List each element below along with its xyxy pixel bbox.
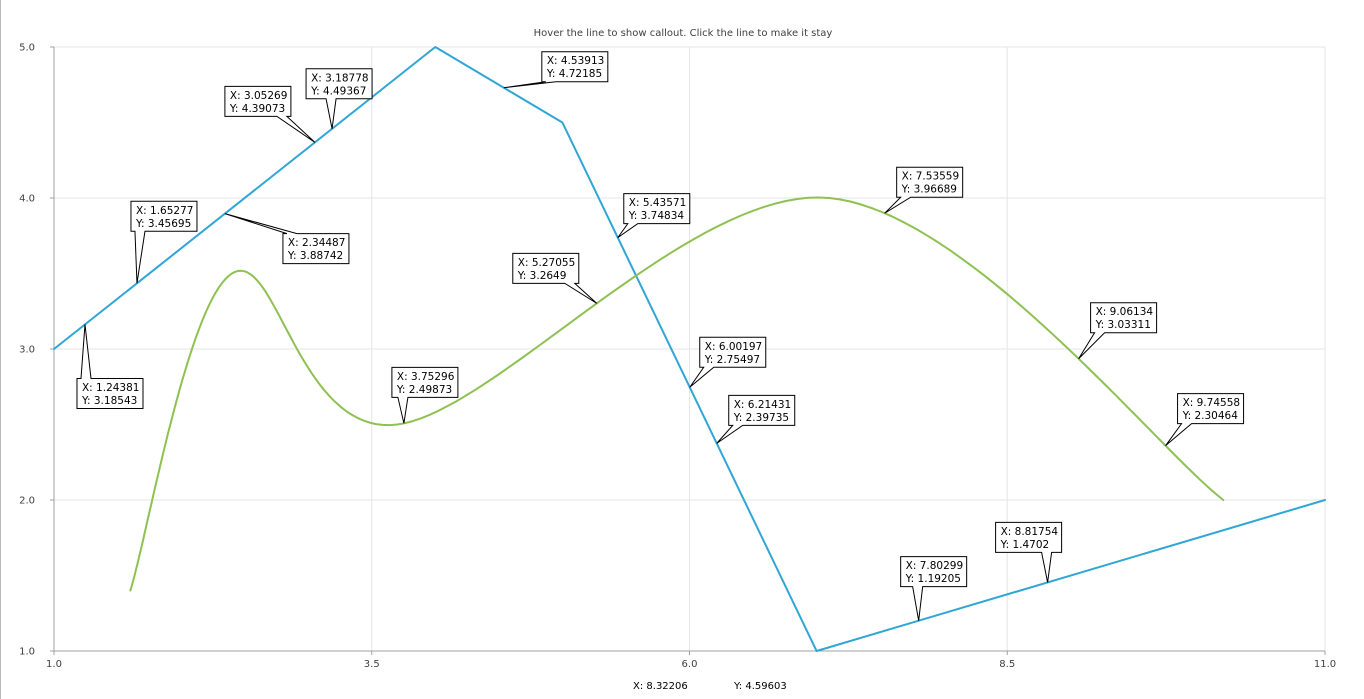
callout-box	[1165, 393, 1245, 447]
x-tick-label: 3.5	[364, 659, 380, 670]
chart-title: Hover the line to show callout. Click th…	[534, 28, 833, 39]
y-tick-label: 4.0	[19, 194, 35, 205]
callout-y-value: Y: 3.45695	[135, 218, 191, 230]
y-tick-label: 5.0	[19, 43, 35, 54]
x-tick-label: 6.0	[682, 659, 698, 670]
callout-x-value: X: 1.65277	[136, 205, 194, 217]
y-tick-label: 1.0	[19, 647, 35, 658]
callout-x-value: X: 3.75296	[397, 371, 455, 383]
callout-x-value: X: 4.53913	[547, 55, 605, 67]
callout-box	[391, 366, 459, 424]
callout-box	[884, 166, 964, 214]
callout-x-value: X: 5.27055	[518, 257, 576, 269]
callout-box	[305, 68, 373, 129]
x-tick-label: 8.5	[999, 659, 1015, 670]
callout-y-value: Y: 2.49873	[396, 384, 452, 396]
callout-box	[76, 324, 144, 409]
callout-x-value: X: 3.05269	[230, 90, 288, 102]
callout-x-value: X: 8.81754	[1001, 526, 1059, 538]
callout-box	[512, 252, 598, 304]
x-tick-label: 1.0	[46, 659, 62, 670]
callout-box	[900, 556, 968, 621]
spline-series	[129, 196, 1225, 592]
callout-y-value: Y: 1.4702	[1000, 539, 1050, 551]
callout-box	[995, 521, 1063, 583]
y-tick-label: 2.0	[19, 496, 35, 507]
callout-box	[617, 193, 691, 239]
cursor-y-readout: Y: 4.59603	[733, 681, 787, 692]
callout-box	[224, 85, 316, 143]
callout-y-value: Y: 1.19205	[905, 573, 961, 585]
line-series	[53, 46, 1326, 652]
cursor-x-readout: X: 8.32206	[633, 681, 688, 692]
callout-x-value: X: 5.43571	[629, 197, 687, 209]
callout-x-value: X: 3.18778	[311, 72, 369, 84]
callout-y-value: Y: 4.72185	[546, 68, 602, 80]
axes: 1.0 3.5 6.0 8.5 11.0 1.0 2.0 3.0 4.0 5.0	[19, 43, 1336, 671]
callout-box	[716, 394, 796, 444]
callout-x-value: X: 6.21431	[734, 399, 792, 411]
callout-y-value: Y: 2.39735	[733, 412, 789, 424]
callout-y-value: Y: 4.49367	[310, 85, 366, 97]
grid	[53, 46, 1326, 652]
callout-box	[1078, 302, 1158, 360]
y-tick-label: 3.0	[19, 345, 35, 356]
callout-x-value: X: 7.53559	[902, 171, 960, 183]
series-layer	[53, 46, 1326, 652]
callout-y-value: Y: 3.96689	[901, 184, 957, 196]
x-tick-label: 11.0	[1314, 659, 1336, 670]
callout-x-value: X: 1.24381	[82, 382, 140, 394]
callout-y-value: Y: 3.2649	[517, 270, 567, 282]
callout-x-value: X: 6.00197	[705, 341, 763, 353]
callout-x-value: X: 2.34487	[288, 237, 346, 249]
callout-box	[689, 336, 767, 388]
callout-y-value: Y: 2.30464	[1182, 410, 1239, 422]
callout-box	[224, 213, 350, 265]
callout-y-value: Y: 3.03311	[1095, 319, 1151, 331]
callout-x-value: X: 7.80299	[906, 560, 964, 572]
callout-y-value: Y: 3.88742	[287, 250, 343, 262]
callout-y-value: Y: 4.39073	[229, 103, 285, 115]
callout-y-value: Y: 2.75497	[704, 354, 760, 366]
callout-y-value: Y: 3.74834	[628, 210, 685, 222]
callout-x-value: X: 9.06134	[1096, 306, 1154, 318]
callout-x-value: X: 9.74558	[1183, 397, 1241, 409]
callout-box	[503, 51, 609, 89]
callout-box	[130, 200, 198, 284]
callout-y-value: Y: 3.18543	[81, 395, 137, 407]
